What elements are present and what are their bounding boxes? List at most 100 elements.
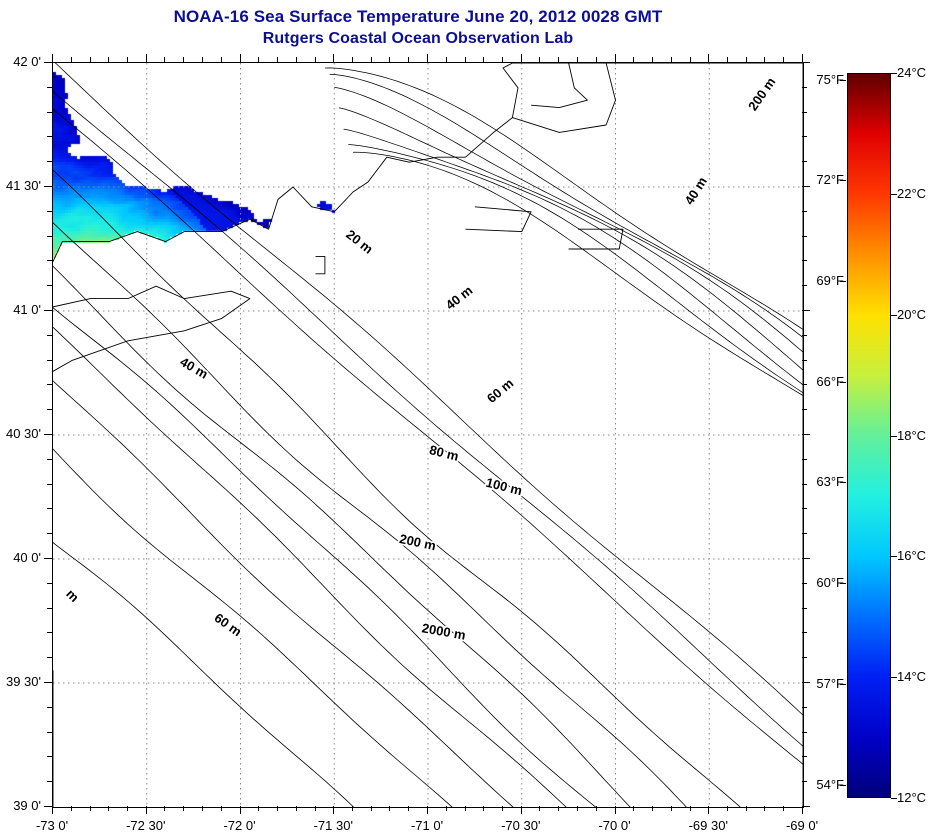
lon-tick-bottom (315, 806, 316, 811)
lat-tick-left (44, 434, 52, 435)
lat-tick-right (802, 360, 807, 361)
lat-tick-right (802, 632, 807, 633)
colorbar-label-fahrenheit: 66°F (816, 373, 844, 389)
sst-map-plot[interactable]: 20 m 20 m 40 m 40 m 40 m 40 m 40 m 40 m 60 m 60 m… (52, 62, 804, 808)
lat-tick-right (802, 161, 807, 162)
lon-tick-top (465, 57, 466, 62)
lat-tick-right (802, 756, 807, 757)
contour-label: 40 m40 m (176, 352, 213, 383)
lat-tick-right (802, 459, 807, 460)
svg-text:200 m: 200 m (398, 531, 437, 553)
lon-tick-top (146, 54, 147, 62)
colorbar-label-celsius: 20°C (897, 306, 927, 322)
lon-axis-label: -69 0' (785, 818, 819, 833)
contour-label: 80 m80 m (426, 440, 462, 465)
lon-tick-top (371, 57, 372, 62)
lat-tick-right (802, 87, 807, 88)
lon-tick-bottom (352, 806, 353, 811)
colorbar-label-celsius: 22°C (897, 185, 927, 201)
colorbar-tick-f (840, 180, 846, 181)
lat-tick-right (802, 608, 807, 609)
lon-tick-bottom (71, 806, 72, 811)
lon-tick-top (577, 57, 578, 62)
colorbar-tick-f (840, 785, 846, 786)
colorbar-tick-c (891, 556, 897, 557)
lon-tick-bottom (802, 806, 803, 814)
lon-tick-bottom (108, 806, 109, 811)
lat-tick-left (47, 632, 52, 633)
colorbar-tick-c (891, 73, 897, 74)
lon-tick-bottom (296, 806, 297, 811)
lon-axis-label: -71 0' (410, 818, 444, 833)
lon-tick-top (277, 57, 278, 62)
lat-tick-right (802, 112, 807, 113)
lat-tick-left (47, 484, 52, 485)
lat-tick-right (802, 236, 807, 237)
lon-tick-bottom (727, 806, 728, 811)
lon-axis-label: -70 0' (598, 818, 631, 833)
lon-tick-top (690, 57, 691, 62)
colorbar-label-fahrenheit: 72°F (816, 172, 844, 188)
lon-tick-bottom (277, 806, 278, 811)
lat-tick-left (47, 756, 52, 757)
svg-text:40 m: 40 m (177, 354, 210, 382)
colorbar-label-fahrenheit: 54°F (816, 776, 844, 792)
svg-text:200 m: 200 m (745, 75, 778, 114)
lat-tick-left (44, 682, 52, 683)
colorbar-label-fahrenheit: 57°F (816, 675, 844, 691)
lon-axis-label: -72 0' (223, 818, 256, 833)
colorbar-tick-f (840, 80, 846, 81)
lat-tick-right (802, 260, 807, 261)
lon-tick-bottom (746, 806, 747, 811)
lon-tick-bottom (652, 806, 653, 811)
lon-tick-bottom (427, 806, 428, 814)
graticule-grid (53, 63, 803, 807)
lat-tick-right (802, 806, 810, 807)
contour-label: 20 m20 m (342, 225, 378, 259)
contour-label: 60 m60 m (482, 374, 518, 408)
lon-tick-top (127, 57, 128, 62)
lon-tick-bottom (708, 806, 709, 814)
lat-tick-left (44, 806, 52, 807)
colorbar-tick-c (891, 194, 897, 195)
lat-tick-right (802, 409, 807, 410)
lat-tick-left (47, 707, 52, 708)
colorbar-label-fahrenheit: 75°F (816, 71, 844, 87)
colorbar (847, 73, 891, 798)
lon-tick-bottom (615, 806, 616, 814)
colorbar-label-celsius: 14°C (897, 669, 927, 685)
lon-axis-label: -70 30' (501, 818, 541, 833)
lat-tick-right (802, 682, 810, 683)
lon-tick-top (502, 57, 503, 62)
lon-tick-top (615, 54, 616, 62)
page-subtitle: Rutgers Coastal Ocean Observation Lab (262, 30, 574, 47)
lon-tick-top (558, 57, 559, 62)
lon-tick-bottom (202, 806, 203, 811)
lon-tick-top (183, 57, 184, 62)
colorbar-tick-f (840, 482, 846, 483)
lon-tick-top (164, 57, 165, 62)
lon-tick-bottom (483, 806, 484, 811)
colorbar-tick-c (891, 798, 897, 799)
lon-tick-bottom (783, 806, 784, 811)
lat-tick-left (44, 186, 52, 187)
lat-tick-left (47, 459, 52, 460)
lon-tick-top (446, 57, 447, 62)
svg-text:80 m: 80 m (428, 442, 460, 464)
svg-text:100 m: 100 m (484, 475, 523, 498)
lat-axis-label: 41 0' (13, 302, 41, 317)
lat-tick-left (47, 87, 52, 88)
lon-tick-top (296, 57, 297, 62)
lon-tick-bottom (502, 806, 503, 811)
lon-tick-top (240, 54, 241, 62)
lon-tick-top (802, 54, 803, 62)
colorbar-label-celsius: 12°C (897, 790, 927, 805)
lat-axis-label: 40 30' (5, 426, 41, 441)
colorbar-tick-f (840, 382, 846, 383)
lon-tick-top (408, 57, 409, 62)
map-overlay-layer: 20 m20 m40 m40 m40 m40 m40 m40 m60 m60 m… (53, 63, 803, 807)
lat-tick-right (802, 583, 807, 584)
lon-tick-top (108, 57, 109, 62)
